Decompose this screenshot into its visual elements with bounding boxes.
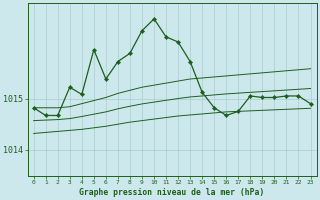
X-axis label: Graphe pression niveau de la mer (hPa): Graphe pression niveau de la mer (hPa)	[79, 188, 265, 197]
